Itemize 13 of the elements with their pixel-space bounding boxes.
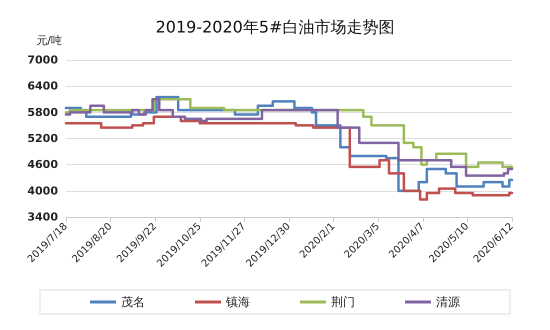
y-tick-label: 7000 [27, 54, 58, 66]
y-tick-label: 4000 [27, 184, 58, 198]
legend-label: 茂名 [121, 295, 145, 309]
y-tick-label: 3400 [27, 210, 58, 224]
y-tick-label: 5800 [27, 106, 58, 119]
legend-label: 荆门 [331, 295, 355, 309]
y-tick-label: 6400 [27, 80, 58, 93]
chart-title: 2019-2020年5#白油市场走势图 [156, 18, 394, 36]
y-axis-title: 元/吨 [36, 34, 62, 47]
y-tick-label: 4600 [27, 158, 58, 172]
legend-label: 清源 [436, 295, 460, 309]
legend-label: 镇海 [225, 295, 250, 309]
y-tick-label: 5200 [27, 132, 58, 145]
